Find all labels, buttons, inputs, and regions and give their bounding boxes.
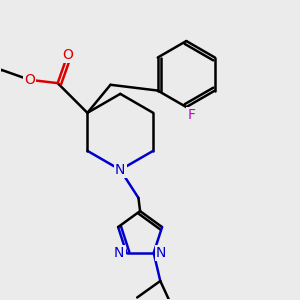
Text: N: N <box>115 163 125 177</box>
Text: F: F <box>187 108 195 122</box>
Text: O: O <box>62 48 73 62</box>
Text: O: O <box>24 73 35 87</box>
Text: N: N <box>156 246 166 260</box>
Text: N: N <box>114 246 124 260</box>
